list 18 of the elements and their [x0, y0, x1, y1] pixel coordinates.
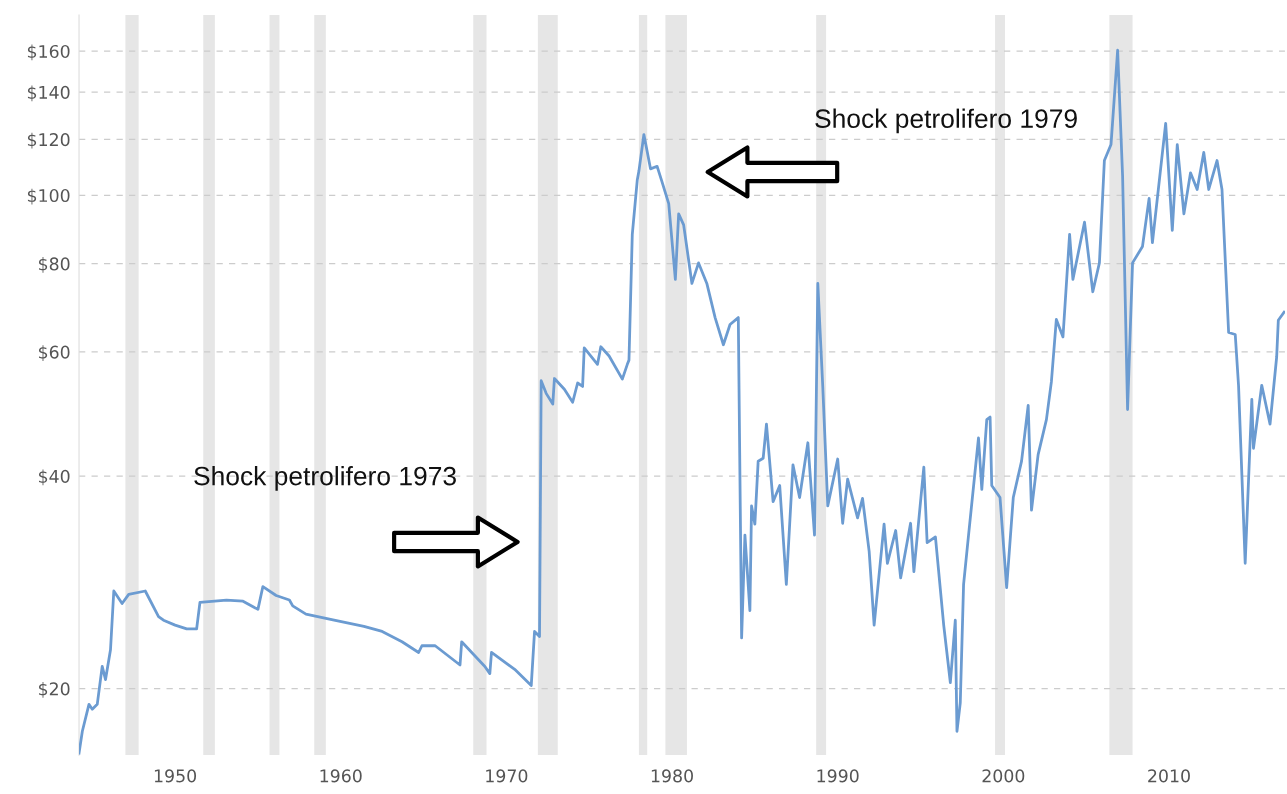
line-series — [79, 48, 1285, 755]
x-tick-label: 2010 — [1148, 769, 1190, 783]
annotation: Shock petrolifero 1979 — [815, 108, 1077, 134]
y-tick-label: $80 — [38, 257, 70, 273]
y-tick-label: $100 — [27, 188, 70, 205]
x-tick-label: 2000 — [982, 769, 1025, 783]
x-tick-label: 1950 — [154, 769, 197, 783]
y-tick-label: $20 — [38, 682, 70, 698]
annotation: Shock petrolifero 1973 — [194, 466, 456, 491]
x-tick-label: 1960 — [320, 769, 362, 783]
y-tick-label: $160 — [27, 44, 70, 61]
x-tick-label: 1990 — [817, 769, 859, 783]
y-tick-label: $60 — [38, 345, 70, 361]
x-tick-label: 1980 — [651, 769, 693, 783]
x-tick-label: 1970 — [486, 769, 528, 783]
y-tick-label: $40 — [38, 469, 70, 486]
y-tick-label: $120 — [27, 132, 70, 149]
y-tick-label: $140 — [27, 85, 70, 102]
